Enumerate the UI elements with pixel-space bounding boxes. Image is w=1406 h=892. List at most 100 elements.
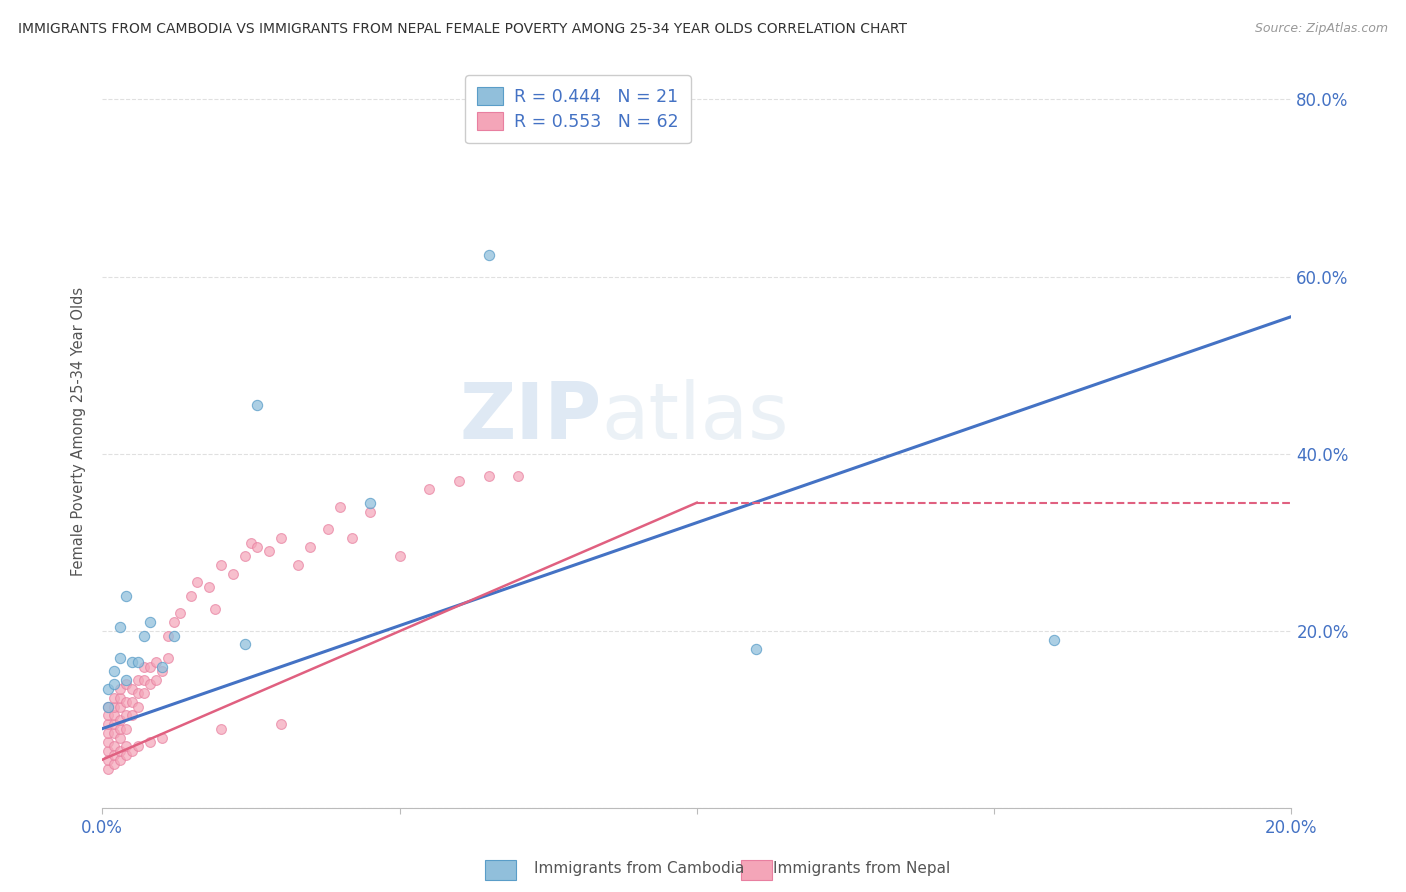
Point: [139, 735, 162, 749]
Point: [115, 589, 138, 603]
Point: [115, 739, 138, 754]
Point: [103, 757, 125, 772]
Point: [103, 699, 125, 714]
Point: [478, 247, 501, 261]
Point: [246, 398, 269, 412]
Point: [97, 699, 120, 714]
Point: [132, 659, 155, 673]
Point: [257, 544, 280, 558]
Point: [132, 629, 155, 643]
Point: [108, 650, 131, 665]
Point: [447, 474, 470, 488]
Point: [209, 722, 232, 736]
Point: [162, 615, 184, 630]
Text: Source: ZipAtlas.com: Source: ZipAtlas.com: [1254, 22, 1388, 36]
Point: [156, 650, 179, 665]
Point: [388, 549, 411, 563]
Point: [132, 686, 155, 700]
Point: [103, 690, 125, 705]
Point: [97, 699, 120, 714]
Point: [97, 726, 120, 740]
Point: [115, 748, 138, 763]
Point: [115, 673, 138, 687]
Point: [139, 615, 162, 630]
Point: [127, 655, 149, 669]
Point: [198, 580, 221, 594]
Point: [121, 655, 143, 669]
Point: [115, 722, 138, 736]
Point: [186, 575, 208, 590]
Point: [108, 722, 131, 736]
Point: [418, 483, 440, 497]
Point: [329, 500, 352, 515]
Point: [121, 708, 143, 723]
Point: [108, 744, 131, 758]
Text: IMMIGRANTS FROM CAMBODIA VS IMMIGRANTS FROM NEPAL FEMALE POVERTY AMONG 25-34 YEA: IMMIGRANTS FROM CAMBODIA VS IMMIGRANTS F…: [18, 22, 907, 37]
Point: [97, 717, 120, 731]
Point: [97, 753, 120, 767]
Point: [103, 748, 125, 763]
Point: [162, 629, 184, 643]
Point: [478, 469, 501, 483]
Point: [508, 469, 530, 483]
Point: [108, 731, 131, 745]
Point: [103, 664, 125, 678]
Point: [127, 673, 149, 687]
Point: [108, 620, 131, 634]
Point: [340, 531, 363, 545]
Point: [127, 739, 149, 754]
Point: [745, 641, 768, 656]
Point: [115, 708, 138, 723]
Point: [139, 659, 162, 673]
Point: [139, 677, 162, 691]
Point: [121, 681, 143, 696]
Point: [108, 681, 131, 696]
Point: [115, 695, 138, 709]
Point: [209, 558, 232, 572]
Legend: R = 0.444   N = 21, R = 0.553   N = 62: R = 0.444 N = 21, R = 0.553 N = 62: [465, 75, 690, 143]
Point: [103, 739, 125, 754]
Point: [108, 699, 131, 714]
Point: [246, 540, 269, 554]
Point: [97, 744, 120, 758]
Point: [103, 717, 125, 731]
Point: [103, 708, 125, 723]
Text: ZIP: ZIP: [460, 379, 602, 455]
Point: [233, 638, 256, 652]
Text: Immigrants from Nepal: Immigrants from Nepal: [773, 862, 950, 876]
Point: [156, 629, 179, 643]
Point: [108, 753, 131, 767]
Point: [145, 655, 167, 669]
Point: [97, 735, 120, 749]
Point: [150, 664, 173, 678]
Point: [108, 713, 131, 727]
Text: atlas: atlas: [602, 379, 789, 455]
Point: [222, 566, 245, 581]
Point: [127, 686, 149, 700]
Text: Immigrants from Cambodia: Immigrants from Cambodia: [534, 862, 745, 876]
Point: [103, 677, 125, 691]
Point: [204, 602, 226, 616]
Point: [359, 504, 381, 518]
Point: [150, 731, 173, 745]
Point: [97, 681, 120, 696]
Point: [1042, 633, 1064, 648]
Point: [287, 558, 309, 572]
Point: [121, 695, 143, 709]
Point: [233, 549, 256, 563]
Point: [239, 535, 262, 549]
Point: [121, 744, 143, 758]
Point: [103, 726, 125, 740]
Point: [108, 690, 131, 705]
Point: [359, 496, 381, 510]
Point: [270, 531, 292, 545]
Point: [145, 673, 167, 687]
Point: [115, 677, 138, 691]
Y-axis label: Female Poverty Among 25-34 Year Olds: Female Poverty Among 25-34 Year Olds: [72, 287, 86, 576]
Point: [97, 762, 120, 776]
Point: [169, 607, 191, 621]
Point: [97, 708, 120, 723]
Point: [127, 699, 149, 714]
Point: [150, 659, 173, 673]
Point: [132, 673, 155, 687]
